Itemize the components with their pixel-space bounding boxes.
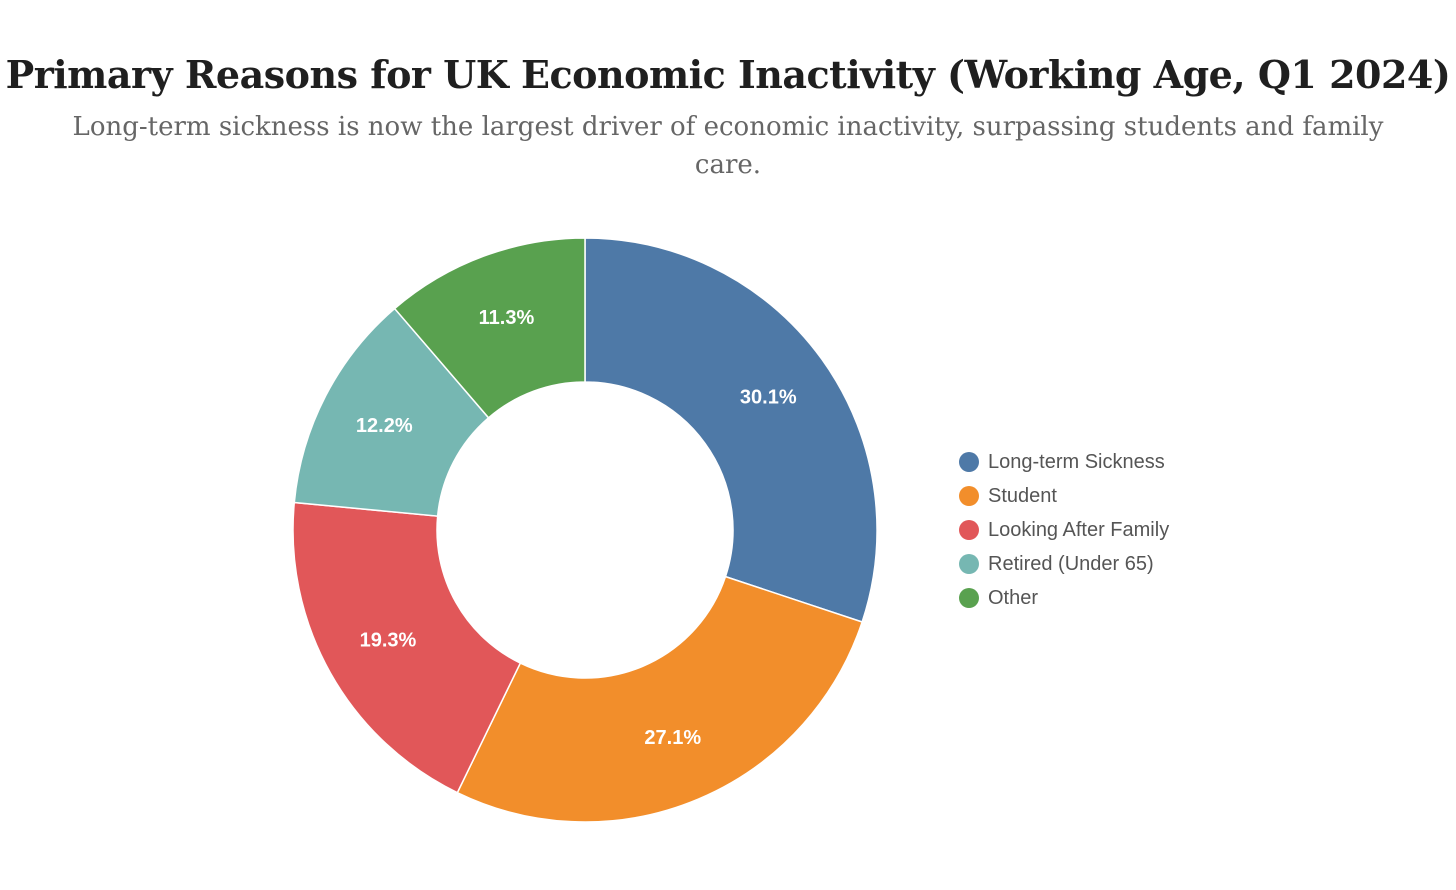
slice-label-long-term-sickness: 30.1% xyxy=(740,387,797,409)
slice-label-student: 27.1% xyxy=(644,727,701,749)
slice-label-other: 11.3% xyxy=(479,307,535,329)
chart-subtitle: Long-term sickness is now the largest dr… xyxy=(72,112,1384,180)
slice-label-looking-after-family: 19.3% xyxy=(360,630,417,652)
slice-label-retired-under-65: 12.2% xyxy=(356,415,413,437)
slice-labels: 30.1% 27.1% 19.3% 12.2% 11.3% xyxy=(356,307,797,749)
donut-slice-student[interactable] xyxy=(456,575,864,823)
donut-slice-long-term-sickness[interactable] xyxy=(584,237,878,623)
legend-swatch-student xyxy=(959,486,979,506)
legend-label-long-term-sickness[interactable]: Long-term Sickness xyxy=(988,451,1165,473)
chart-title: Primary Reasons for UK Economic Inactivi… xyxy=(5,52,1451,97)
donut-slice-other[interactable] xyxy=(393,237,586,419)
legend-swatch-long-term-sickness xyxy=(959,452,979,472)
chart-legend: Long-term Sickness Student Looking After F… xyxy=(959,451,1169,609)
legend-label-other[interactable]: Other xyxy=(988,587,1038,609)
legend-swatch-other xyxy=(959,588,979,608)
legend-label-looking-after-family[interactable]: Looking After Family xyxy=(988,519,1169,541)
donut-slice-looking-after-family[interactable] xyxy=(292,501,522,794)
legend-label-retired-under-65[interactable]: Retired (Under 65) xyxy=(988,553,1154,575)
legend-swatch-looking-after-family xyxy=(959,520,979,540)
donut-slices xyxy=(292,237,878,823)
legend-swatch-retired-under-65 xyxy=(959,554,979,574)
legend-label-student[interactable]: Student xyxy=(988,485,1057,507)
